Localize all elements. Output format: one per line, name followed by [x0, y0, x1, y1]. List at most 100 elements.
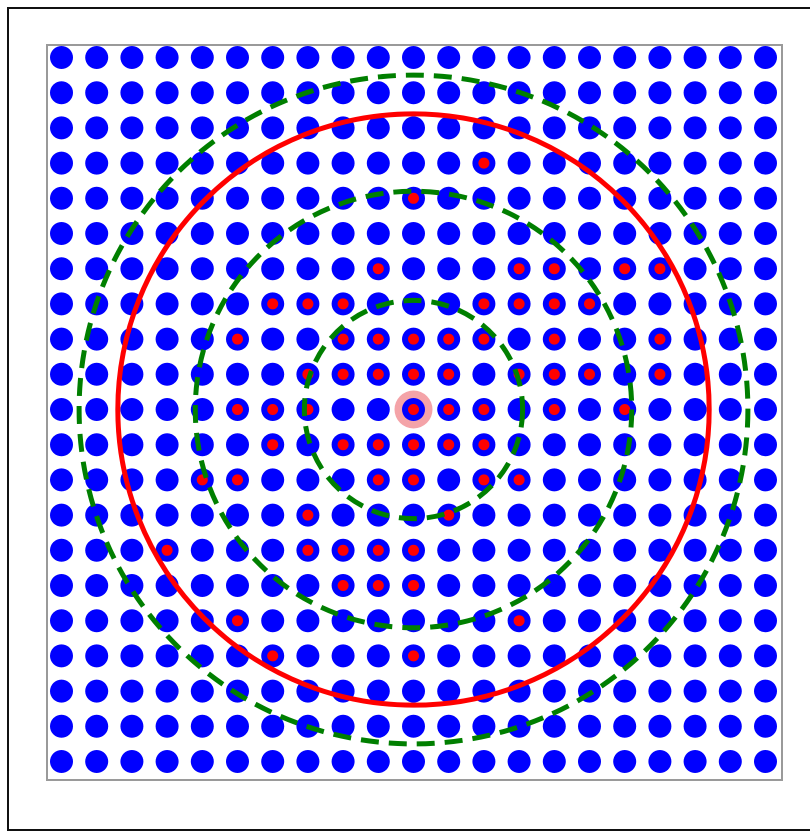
- grid-point: [190, 362, 214, 386]
- highlighted-point: [548, 298, 560, 310]
- grid-point: [190, 679, 214, 703]
- highlighted-point: [548, 263, 560, 275]
- grid-point: [50, 574, 73, 597]
- grid-point: [190, 609, 214, 633]
- grid-point: [718, 433, 742, 457]
- grid-point: [296, 433, 320, 457]
- grid-point: [155, 257, 179, 281]
- grid-point: [155, 81, 179, 105]
- grid-point: [331, 257, 355, 281]
- grid-point: [120, 257, 144, 281]
- highlighted-point: [372, 263, 384, 275]
- highlighted-point: [408, 192, 419, 204]
- grid-point: [613, 116, 637, 140]
- highlighted-point: [478, 333, 490, 345]
- grid-point: [226, 46, 249, 69]
- grid-point: [261, 362, 285, 386]
- grid-point: [542, 538, 566, 562]
- grid-point: [754, 398, 777, 421]
- grid-point: [226, 257, 249, 281]
- grid-point: [718, 46, 742, 69]
- grid-point: [718, 750, 742, 773]
- grid-point: [578, 750, 601, 773]
- grid-point: [120, 644, 144, 668]
- grid-point: [85, 644, 109, 668]
- grid-point: [754, 714, 777, 738]
- grid-point: [437, 468, 461, 492]
- grid-point: [648, 46, 672, 69]
- highlighted-point: [267, 298, 279, 310]
- grid-point: [718, 362, 742, 386]
- grid-point: [155, 292, 179, 316]
- grid-point: [120, 398, 144, 421]
- grid-point: [85, 327, 109, 351]
- grid-point: [296, 750, 320, 773]
- grid-point: [331, 222, 355, 245]
- highlighted-point: [337, 333, 349, 345]
- grid-point: [578, 222, 601, 245]
- highlighted-point: [443, 368, 455, 380]
- grid-point: [472, 574, 496, 597]
- grid-point: [613, 679, 637, 703]
- grid-point: [120, 81, 144, 105]
- grid-point: [402, 222, 425, 245]
- grid-point: [613, 151, 637, 175]
- grid-point: [648, 750, 672, 773]
- grid-point: [754, 46, 777, 69]
- highlighted-point: [372, 544, 384, 556]
- grid-point: [50, 81, 73, 105]
- grid-point: [226, 433, 249, 457]
- grid-point: [648, 679, 672, 703]
- grid-point: [754, 327, 777, 351]
- grid-point: [85, 468, 109, 492]
- grid-point: [85, 433, 109, 457]
- grid-point: [331, 714, 355, 738]
- grid-point: [613, 362, 637, 386]
- highlighted-point: [232, 404, 243, 415]
- grid-point: [366, 398, 390, 421]
- grid-point: [754, 257, 777, 281]
- axes-frame: [46, 44, 783, 781]
- grid-point: [578, 257, 601, 281]
- grid-point: [683, 433, 707, 457]
- grid-point: [542, 116, 566, 140]
- highlighted-point: [408, 333, 419, 345]
- center-highlight: [408, 404, 419, 415]
- grid-point: [437, 609, 461, 633]
- grid-point: [578, 116, 601, 140]
- grid-point: [85, 574, 109, 597]
- grid-point: [542, 679, 566, 703]
- grid-point: [437, 186, 461, 210]
- grid-point: [296, 46, 320, 69]
- highlighted-point: [548, 333, 560, 345]
- grid-point: [155, 679, 179, 703]
- highlighted-point: [513, 474, 525, 486]
- grid-point: [190, 750, 214, 773]
- grid-point: [366, 222, 390, 245]
- grid-point: [718, 151, 742, 175]
- grid-point: [437, 46, 461, 69]
- highlighted-point: [302, 298, 314, 310]
- grid-point: [50, 186, 73, 210]
- grid-point: [472, 81, 496, 105]
- grid-point: [754, 644, 777, 668]
- grid-point: [507, 538, 531, 562]
- grid-point: [718, 186, 742, 210]
- grid-point: [190, 46, 214, 69]
- dashed-radius-circle: [301, 297, 526, 522]
- grid-point: [648, 398, 672, 421]
- grid-point: [85, 81, 109, 105]
- grid-point: [155, 186, 179, 210]
- grid-point: [155, 362, 179, 386]
- grid-point: [718, 222, 742, 245]
- grid-point: [296, 186, 320, 210]
- highlighted-point: [478, 157, 490, 169]
- grid-point: [261, 503, 285, 527]
- grid-point: [50, 222, 73, 245]
- grid-point: [120, 750, 144, 773]
- grid-point: [85, 503, 109, 527]
- highlighted-point: [584, 368, 595, 380]
- grid-point: [226, 186, 249, 210]
- dashed-radius-circle: [76, 72, 751, 747]
- highlighted-point: [478, 474, 490, 486]
